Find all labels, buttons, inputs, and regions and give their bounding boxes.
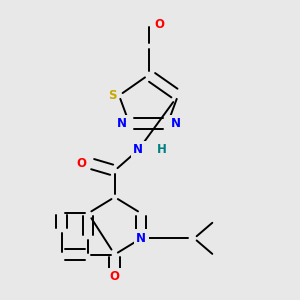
Text: H: H [157,143,167,157]
Text: N: N [171,117,181,130]
Text: N: N [136,232,146,245]
Text: O: O [77,157,87,170]
Text: N: N [116,117,126,130]
Text: N: N [133,143,143,157]
Text: O: O [110,270,120,283]
Text: O: O [154,18,164,32]
Text: S: S [108,89,116,102]
